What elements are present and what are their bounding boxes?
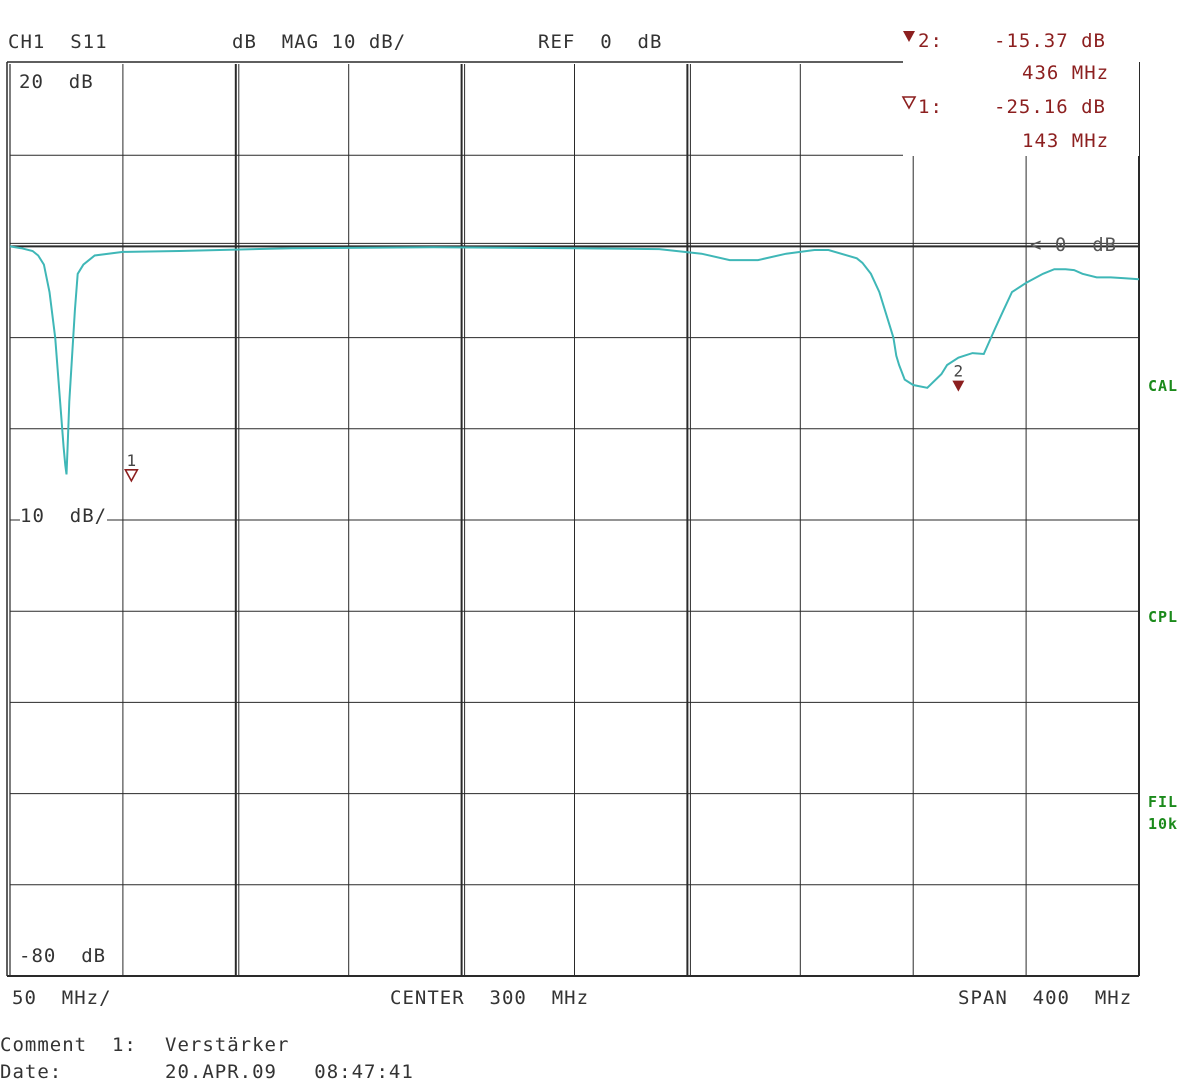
- marker-1-point: [124, 469, 139, 483]
- marker-1-value: -25.16 dB: [994, 96, 1106, 118]
- ref-arrow-icon: <: [1030, 234, 1055, 256]
- trace-line: [9, 245, 1140, 475]
- marker-readout-box: [903, 60, 1139, 156]
- cpl-label: CPL: [1148, 608, 1179, 626]
- scale-top-label: 20 dB: [19, 71, 94, 93]
- start-label: 50 MHz/: [12, 987, 112, 1009]
- marker-2-value: -15.37 dB: [994, 30, 1106, 52]
- marker-1-number: 1: [127, 451, 137, 470]
- format-label: dB MAG 10 dB/: [232, 31, 407, 53]
- scale-bottom-label: -80 dB: [19, 945, 107, 967]
- date-label: Date:: [0, 1061, 63, 1083]
- marker-2-number: 2: [954, 362, 964, 381]
- markers-layer: 12: [124, 362, 965, 483]
- ref-value: 0 dB: [1054, 234, 1118, 256]
- marker-2-freq: 436 MHz: [1022, 62, 1110, 84]
- span-label: SPAN 400 MHz: [958, 987, 1133, 1009]
- reference-label: REF 0 dB: [538, 31, 663, 53]
- fil-label: FIL 10k: [1148, 793, 1179, 833]
- marker-1-freq: 143 MHz: [1022, 130, 1110, 152]
- reference-position-label: < 0 dB: [1030, 234, 1117, 256]
- channel-label: CH1 S11: [8, 31, 108, 53]
- marker-2-point: [952, 380, 965, 392]
- marker-2-label: 2:: [918, 30, 943, 52]
- center-label: CENTER 300 MHz: [390, 987, 590, 1009]
- cal-label: CAL: [1148, 377, 1179, 395]
- comment-value: Verstärker: [165, 1034, 290, 1056]
- comment-label: Comment 1:: [0, 1034, 137, 1056]
- grid: [6, 61, 1140, 977]
- scale-per-div-label: 10 dB/: [20, 505, 108, 527]
- marker-1-label: 1:: [918, 96, 943, 118]
- date-value: 20.APR.09 08:47:41: [165, 1061, 414, 1083]
